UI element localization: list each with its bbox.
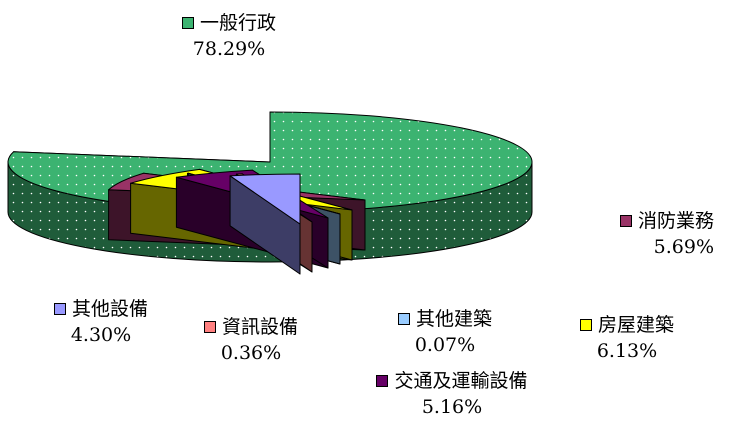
- slice-label: 交通及運輸設備: [394, 370, 528, 392]
- slice-label: 其他設備: [72, 298, 149, 320]
- legend-swatch: [204, 321, 216, 333]
- slice-percent: 5.69%: [653, 236, 715, 258]
- pie-slices: [7, 111, 533, 275]
- slice-percent: 78.29%: [192, 38, 266, 60]
- slice-percent: 5.16%: [421, 396, 483, 418]
- slice-label: 一般行政: [200, 12, 277, 34]
- slice-label: 房屋建築: [598, 314, 675, 336]
- label-buildings: 房屋建築 6.13%: [580, 312, 674, 364]
- legend-swatch: [182, 17, 194, 29]
- label-general-admin: 一般行政 78.29%: [182, 10, 276, 62]
- legend-swatch: [54, 303, 66, 315]
- slice-percent: 0.07%: [414, 334, 476, 356]
- label-it-equipment: 資訊設備 0.36%: [204, 314, 298, 366]
- slice-label: 消防業務: [638, 210, 715, 232]
- pie-slice: [229, 173, 301, 275]
- legend-swatch: [376, 375, 389, 387]
- slice-percent: 4.30%: [70, 324, 132, 346]
- legend-swatch: [398, 313, 410, 325]
- slice-label: 資訊設備: [222, 316, 299, 338]
- label-other-equipment: 其他設備 4.30%: [54, 296, 148, 348]
- pie-slice-top: [229, 173, 301, 225]
- slice-percent: 6.13%: [596, 340, 658, 362]
- legend-swatch: [580, 319, 592, 331]
- slice-label: 其他建築: [416, 308, 493, 330]
- slice-percent: 0.36%: [220, 342, 282, 364]
- legend-swatch: [620, 215, 632, 227]
- label-fire-service: 消防業務 5.69%: [620, 208, 714, 260]
- label-other-construction: 其他建築 0.07%: [398, 306, 492, 358]
- label-transport: 交通及運輸設備 5.16%: [372, 368, 532, 420]
